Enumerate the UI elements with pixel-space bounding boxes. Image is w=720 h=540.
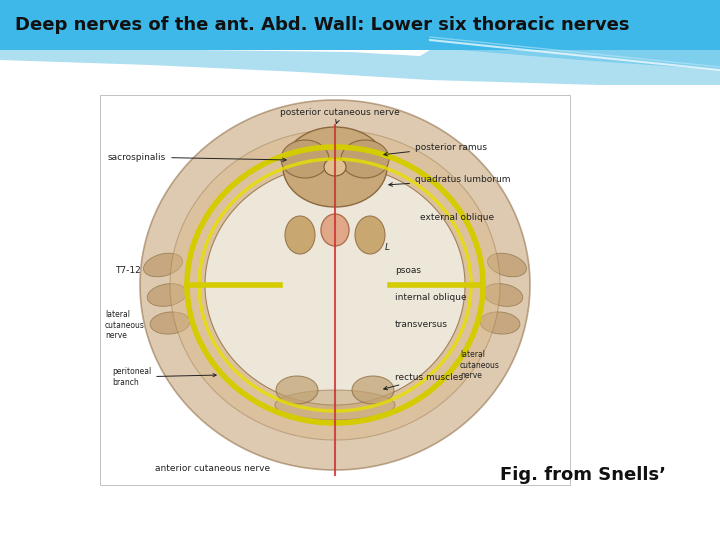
Text: external oblique: external oblique <box>420 213 494 222</box>
Polygon shape <box>170 130 500 440</box>
Ellipse shape <box>355 216 385 254</box>
Polygon shape <box>205 165 465 405</box>
Polygon shape <box>0 50 720 85</box>
Polygon shape <box>530 0 720 50</box>
Text: rectus muscles: rectus muscles <box>384 373 463 390</box>
Polygon shape <box>430 0 720 70</box>
Text: psoas: psoas <box>395 266 421 275</box>
Ellipse shape <box>281 140 329 178</box>
Ellipse shape <box>147 284 186 306</box>
Text: internal oblique: internal oblique <box>395 293 467 302</box>
Ellipse shape <box>143 253 183 277</box>
Ellipse shape <box>324 158 346 176</box>
Text: L: L <box>385 243 390 252</box>
Text: quadratus lumborum: quadratus lumborum <box>389 176 510 186</box>
Text: Fig. from Snells’: Fig. from Snells’ <box>500 466 666 484</box>
Text: posterior cutaneous nerve: posterior cutaneous nerve <box>280 108 400 123</box>
Ellipse shape <box>276 376 318 404</box>
Text: posterior ramus: posterior ramus <box>384 143 487 156</box>
Polygon shape <box>140 100 530 470</box>
Ellipse shape <box>352 376 394 404</box>
Ellipse shape <box>275 390 395 420</box>
Ellipse shape <box>285 216 315 254</box>
Bar <box>430 0 720 50</box>
Ellipse shape <box>150 312 190 334</box>
Text: sacrospinalis: sacrospinalis <box>108 152 286 161</box>
Ellipse shape <box>321 214 349 246</box>
Text: transversus: transversus <box>395 320 448 329</box>
Text: anterior cutaneous nerve: anterior cutaneous nerve <box>155 464 270 473</box>
Text: peritoneal
branch: peritoneal branch <box>112 367 216 387</box>
Text: lateral
cutaneous
nerve: lateral cutaneous nerve <box>460 350 500 380</box>
Text: lateral
cutaneous
nerve: lateral cutaneous nerve <box>105 310 145 340</box>
Ellipse shape <box>483 284 523 306</box>
Bar <box>0 0 720 50</box>
Text: Deep nerves of the ant. Abd. Wall: Lower six thoracic nerves: Deep nerves of the ant. Abd. Wall: Lower… <box>15 16 629 34</box>
Ellipse shape <box>480 312 520 334</box>
Ellipse shape <box>341 140 389 178</box>
Ellipse shape <box>283 127 387 207</box>
Bar <box>100 95 570 485</box>
Ellipse shape <box>487 253 526 277</box>
Text: T7-12: T7-12 <box>115 266 140 275</box>
